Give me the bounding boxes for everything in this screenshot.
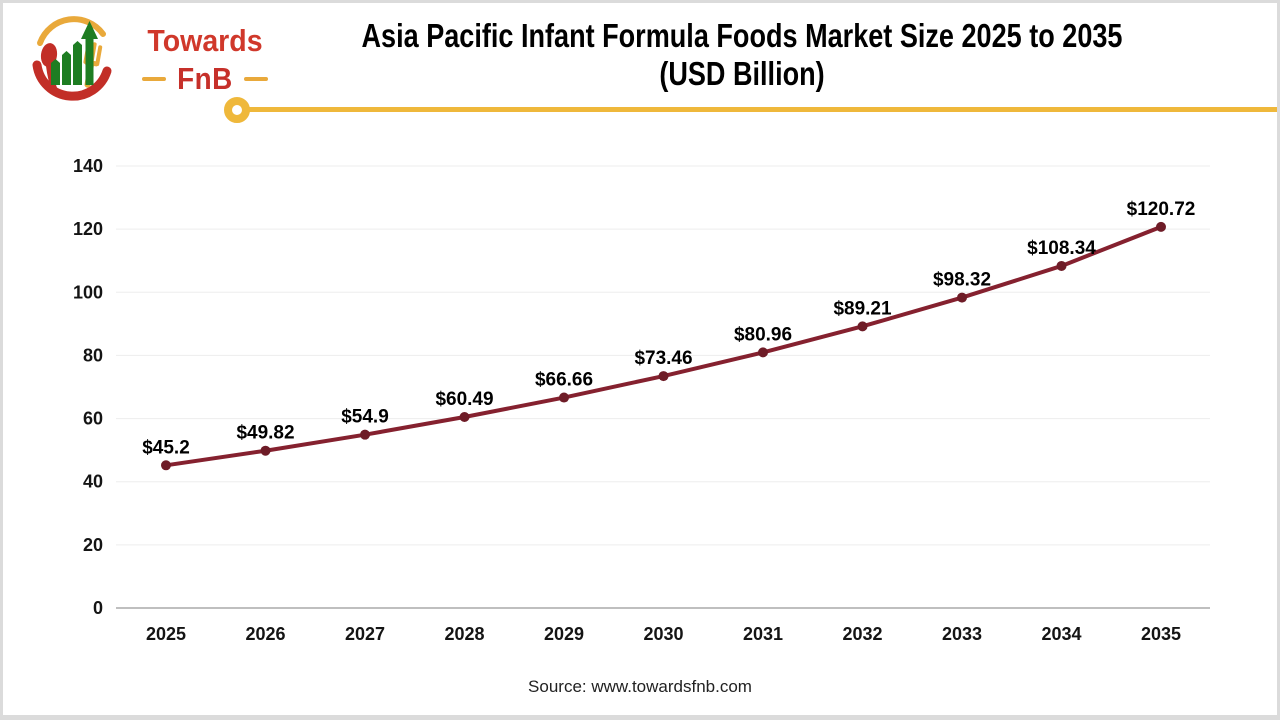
y-axis-tick-labels: 0 20 40 60 80 100 120 140 (73, 156, 103, 618)
dash-decoration-left (142, 77, 167, 81)
svg-text:$66.66: $66.66 (535, 370, 593, 391)
svg-text:2027: 2027 (345, 624, 385, 644)
svg-text:120: 120 (73, 219, 103, 239)
svg-text:40: 40 (83, 472, 103, 492)
bar-chart-spoon-fork-icon (32, 16, 112, 101)
svg-text:$45.2: $45.2 (142, 437, 190, 458)
svg-text:$108.34: $108.34 (1027, 238, 1096, 259)
svg-text:$73.46: $73.46 (634, 348, 692, 369)
data-point-labels: $45.2 $49.82 $54.9 $60.49 $66.66 $73.46 $80.96… (142, 199, 1195, 458)
svg-text:$98.32: $98.32 (933, 270, 991, 291)
title-line-2: (USD Billion) (659, 55, 825, 92)
page-title: Asia Pacific Infant Formula Foods Market… (237, 17, 1247, 93)
svg-text:2025: 2025 (146, 624, 186, 644)
svg-text:$120.72: $120.72 (1127, 199, 1196, 220)
svg-text:2030: 2030 (643, 624, 683, 644)
svg-text:$49.82: $49.82 (236, 423, 294, 444)
brand-wordmark: Towards FnB (125, 23, 285, 97)
source-caption: Source: www.towardsfnb.com (528, 677, 752, 696)
gridlines (116, 165, 1210, 609)
svg-text:2028: 2028 (444, 624, 484, 644)
svg-text:2029: 2029 (544, 624, 584, 644)
svg-text:0: 0 (93, 598, 103, 618)
svg-text:2034: 2034 (1041, 624, 1081, 644)
brand-logo: Towards FnB (25, 11, 285, 111)
title-divider-rule (249, 107, 1277, 112)
svg-text:140: 140 (73, 156, 103, 176)
svg-text:80: 80 (83, 345, 103, 365)
svg-text:2032: 2032 (842, 624, 882, 644)
svg-text:2033: 2033 (942, 624, 982, 644)
svg-text:$80.96: $80.96 (734, 324, 792, 345)
svg-text:2026: 2026 (245, 624, 285, 644)
growth-bars-icon (51, 21, 98, 85)
title-divider-ring-icon (224, 97, 250, 123)
svg-text:$60.49: $60.49 (435, 389, 493, 410)
svg-text:2035: 2035 (1141, 624, 1181, 644)
brand-name-top: Towards (147, 23, 263, 58)
brand-name-bottom: FnB (177, 61, 233, 96)
svg-text:20: 20 (83, 535, 103, 555)
dash-decoration-right (243, 77, 268, 81)
svg-text:$54.9: $54.9 (341, 407, 389, 428)
title-line-1: Asia Pacific Infant Formula Foods Market… (361, 17, 1123, 54)
svg-text:100: 100 (73, 282, 103, 302)
svg-text:2031: 2031 (743, 624, 783, 644)
x-axis-tick-labels: 2025 2026 2027 2028 2029 2030 2031 2032 2033 2034… (146, 624, 1181, 644)
series-line (164, 224, 1163, 468)
svg-text:60: 60 (83, 409, 103, 429)
data-point-markers (161, 221, 1166, 471)
svg-text:$89.21: $89.21 (833, 298, 892, 319)
